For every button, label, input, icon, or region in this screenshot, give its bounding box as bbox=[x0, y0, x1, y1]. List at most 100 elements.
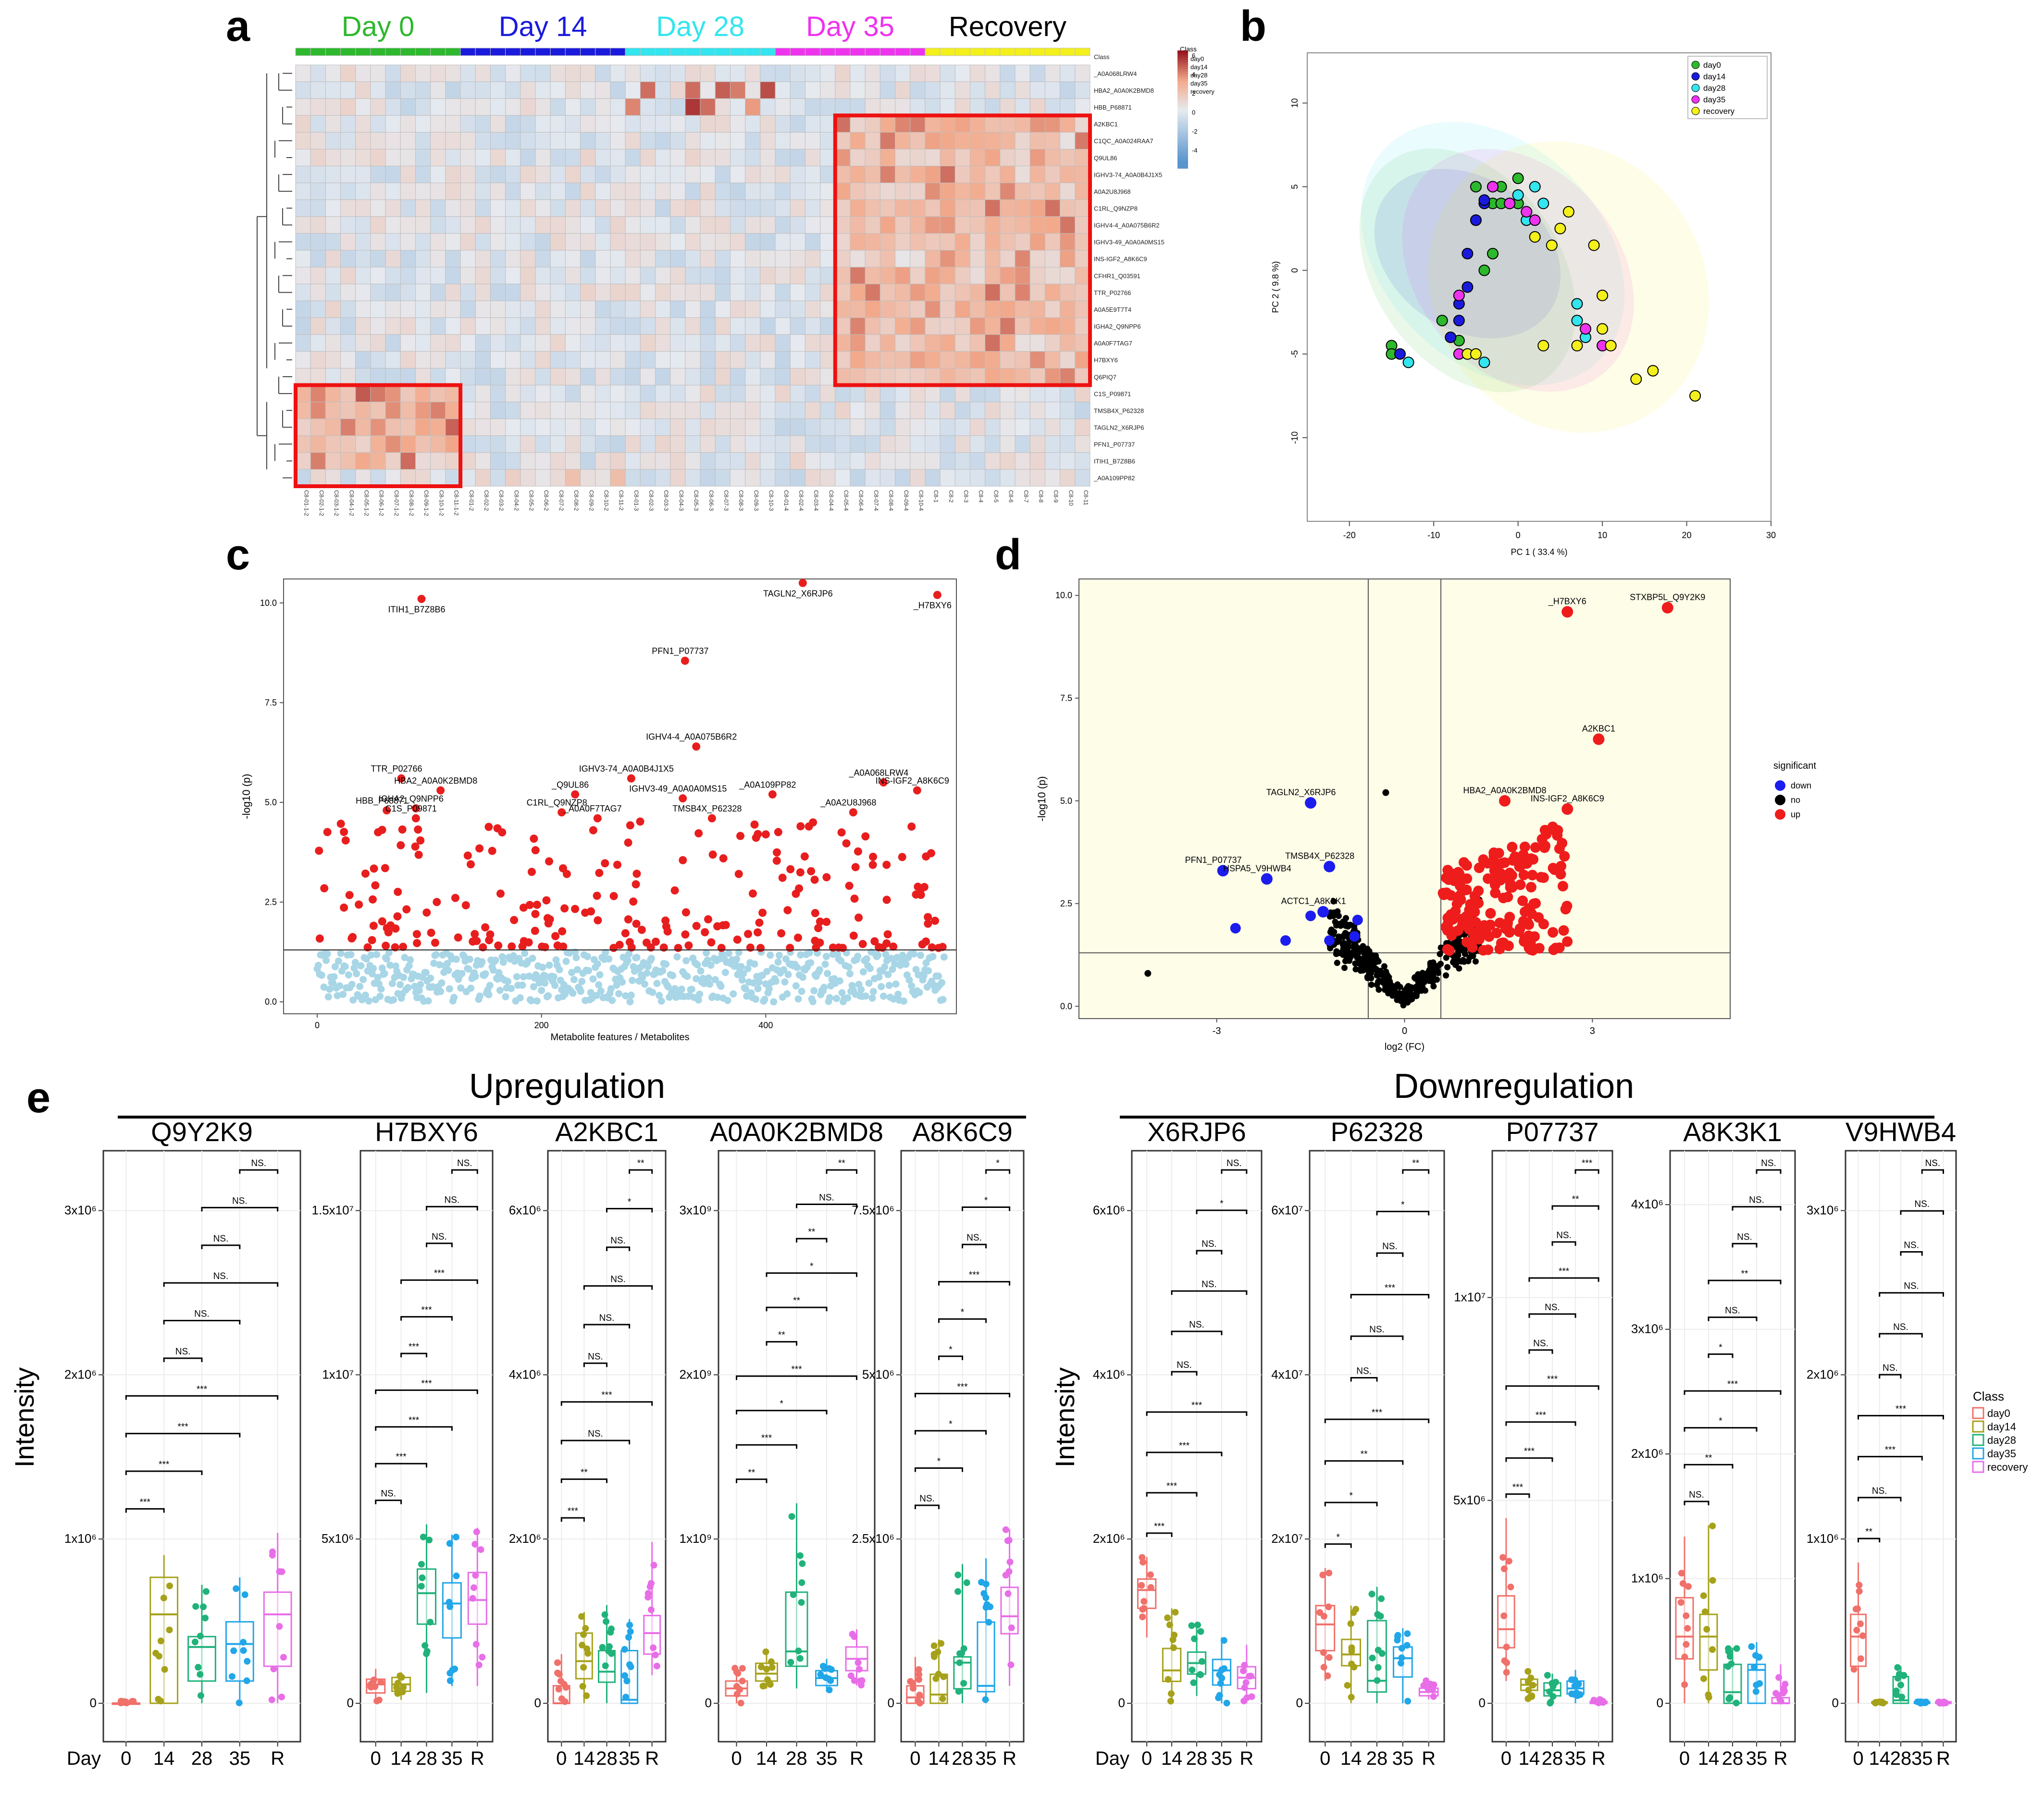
heatmap-panel: Day 0 Day 14 Day 28 Day 35 RecoveryClass_A0A… bbox=[257, 11, 1214, 516]
sig-label: ** bbox=[1572, 1194, 1579, 1205]
sig-label: ** bbox=[1412, 1158, 1419, 1169]
manhattan-point-nonsig bbox=[619, 978, 626, 986]
volcano-point-up bbox=[1493, 848, 1504, 859]
heatmap-cell bbox=[850, 98, 866, 116]
heatmap-cell bbox=[625, 418, 641, 436]
heatmap-cell bbox=[1044, 402, 1061, 419]
boxplot-ytick-label: 1x10⁶ bbox=[1807, 1531, 1839, 1546]
manhattan-point-nonsig bbox=[740, 970, 747, 977]
manhattan-point-nonsig bbox=[866, 965, 874, 972]
heatmap-cell bbox=[430, 267, 446, 284]
heatmap-row-label: Q6PIQ7 bbox=[1094, 373, 1116, 381]
manhattan-point-nonsig bbox=[530, 983, 537, 991]
manhattan-point-nonsig bbox=[854, 952, 862, 960]
manhattan-point-sig bbox=[748, 889, 757, 898]
boxplot-point bbox=[1700, 1675, 1707, 1682]
heatmap-cell bbox=[685, 216, 701, 234]
heatmap-cell bbox=[775, 233, 791, 251]
heatmap-cell bbox=[895, 233, 911, 251]
volcano-point-down bbox=[1324, 935, 1335, 946]
heatmap-cell bbox=[490, 98, 506, 116]
boxplot-point bbox=[934, 1648, 941, 1656]
heatmap-cell bbox=[670, 435, 686, 453]
heatmap-cell bbox=[1029, 183, 1045, 200]
heatmap-row-label: C1RL_Q9NZP8 bbox=[1094, 205, 1138, 212]
heatmap-cell bbox=[1029, 250, 1045, 268]
heatmap-scale-step bbox=[1177, 147, 1188, 150]
heatmap-cell bbox=[490, 81, 506, 99]
boxplot-point bbox=[960, 1680, 967, 1687]
heatmap-cell bbox=[475, 402, 491, 419]
heatmap-cell bbox=[580, 64, 596, 82]
boxplot-point bbox=[578, 1613, 585, 1620]
pca-point bbox=[1529, 231, 1541, 243]
heatmap-cell bbox=[565, 148, 581, 167]
sig-bracket bbox=[1146, 1452, 1223, 1456]
heatmap-cell bbox=[700, 452, 716, 470]
manhattan-point-sig bbox=[701, 928, 709, 936]
heatmap-cell bbox=[640, 250, 656, 268]
boxplot-ytick-label: 7.5x10⁶ bbox=[852, 1203, 894, 1218]
sig-bracket bbox=[1171, 1290, 1248, 1295]
heatmap-cell bbox=[820, 166, 836, 184]
sig-bracket bbox=[1708, 1316, 1758, 1321]
boxplot-point bbox=[1503, 1669, 1510, 1676]
heatmap-cell bbox=[310, 98, 326, 116]
sig-bracket bbox=[375, 1426, 453, 1431]
heatmap-col-label: C8-10-3 bbox=[768, 490, 775, 511]
manhattan-point-nonsig bbox=[730, 990, 737, 998]
heatmap-cell bbox=[1029, 300, 1045, 318]
sig-bracket bbox=[583, 1324, 631, 1329]
heatmap-cell bbox=[370, 98, 386, 116]
manhattan-point-sig bbox=[632, 870, 641, 878]
pca-xtick-label: -10 bbox=[1427, 530, 1440, 540]
heatmap-cell bbox=[325, 81, 341, 99]
boxplot-point bbox=[269, 1551, 276, 1559]
heatmap-cell bbox=[954, 283, 970, 301]
manhattan-point-label: IGHV3-74_A0A0B4J1X5 bbox=[579, 764, 674, 774]
heatmap-cell bbox=[730, 317, 746, 335]
volcano-point-labeled bbox=[1561, 606, 1573, 618]
boxplot-point bbox=[650, 1644, 657, 1651]
heatmap-cell bbox=[640, 148, 656, 167]
heatmap-cell bbox=[880, 435, 896, 453]
heatmap-cell bbox=[1000, 81, 1016, 99]
heatmap-cell bbox=[1075, 317, 1090, 335]
heatmap-cell bbox=[550, 81, 566, 99]
heatmap-cell bbox=[1075, 267, 1090, 284]
heatmap-cell bbox=[1015, 81, 1030, 99]
heatmap-cell bbox=[535, 48, 551, 56]
heatmap-scale-step bbox=[1177, 154, 1188, 157]
heatmap-cell bbox=[640, 132, 656, 149]
boxplot-point bbox=[1221, 1665, 1228, 1672]
heatmap-cell bbox=[595, 283, 611, 301]
boxplot-point bbox=[1853, 1626, 1860, 1634]
manhattan-point-nonsig bbox=[775, 951, 783, 959]
heatmap-cell bbox=[565, 368, 581, 386]
boxplot-xtick-label: 35 bbox=[1911, 1748, 1933, 1769]
boxplot-point bbox=[1427, 1680, 1434, 1687]
heatmap-cell bbox=[985, 351, 1001, 369]
heatmap-cell bbox=[1075, 418, 1090, 436]
boxplot-point bbox=[827, 1677, 834, 1684]
heatmap-cell bbox=[1075, 148, 1090, 167]
heatmap-cell bbox=[355, 115, 371, 133]
manhattan-point-nonsig bbox=[525, 972, 533, 980]
sig-bracket bbox=[1171, 1371, 1198, 1376]
heatmap-cell bbox=[865, 199, 880, 217]
manhattan-point-sig bbox=[544, 919, 553, 928]
manhattan-point-sig bbox=[485, 936, 494, 945]
heatmap-cell bbox=[910, 166, 926, 184]
heatmap-cell bbox=[910, 98, 926, 116]
heatmap-cell bbox=[475, 435, 491, 453]
heatmap-cell bbox=[595, 98, 611, 116]
volcano-point-up bbox=[1484, 931, 1495, 942]
heatmap-cell bbox=[820, 183, 836, 200]
pca-point bbox=[1478, 357, 1490, 369]
heatmap-cell bbox=[745, 267, 761, 284]
volcano-point-down bbox=[1352, 914, 1363, 925]
heatmap-cell bbox=[460, 199, 476, 217]
boxplot-legend-title: Class bbox=[1973, 1389, 2004, 1403]
heatmap-cell bbox=[910, 385, 926, 403]
heatmap-cell bbox=[850, 385, 866, 403]
